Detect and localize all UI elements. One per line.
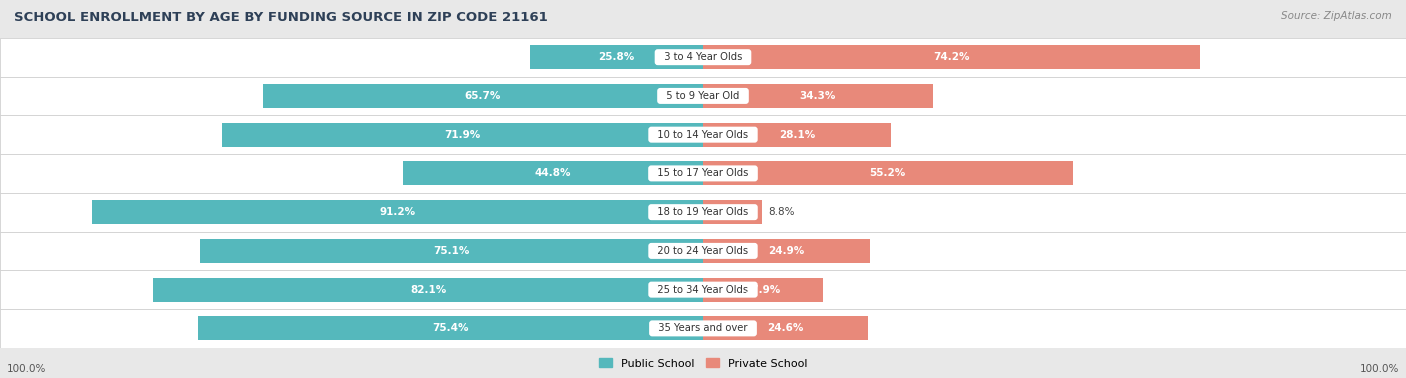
Bar <box>0 77 1406 115</box>
Bar <box>703 122 891 147</box>
Text: 74.2%: 74.2% <box>934 52 970 62</box>
Text: 28.1%: 28.1% <box>779 130 815 139</box>
Text: 3 to 4 Year Olds: 3 to 4 Year Olds <box>658 52 748 62</box>
Text: 75.1%: 75.1% <box>433 246 470 256</box>
Text: 24.9%: 24.9% <box>768 246 804 256</box>
Text: Source: ZipAtlas.com: Source: ZipAtlas.com <box>1281 11 1392 21</box>
Text: 71.9%: 71.9% <box>444 130 481 139</box>
Text: 5 to 9 Year Old: 5 to 9 Year Old <box>661 91 745 101</box>
Text: 25 to 34 Year Olds: 25 to 34 Year Olds <box>651 285 755 294</box>
Legend: Public School, Private School: Public School, Private School <box>599 358 807 369</box>
Bar <box>222 122 703 147</box>
Text: 24.6%: 24.6% <box>768 324 804 333</box>
Bar <box>404 161 703 186</box>
Text: 15 to 17 Year Olds: 15 to 17 Year Olds <box>651 169 755 178</box>
Bar <box>93 200 703 224</box>
Text: 10 to 14 Year Olds: 10 to 14 Year Olds <box>651 130 755 139</box>
Text: 75.4%: 75.4% <box>432 324 468 333</box>
Bar <box>703 45 1199 69</box>
Bar <box>263 84 703 108</box>
Bar <box>200 239 703 263</box>
Bar <box>0 38 1406 77</box>
Text: 34.3%: 34.3% <box>800 91 837 101</box>
Bar <box>0 115 1406 154</box>
Bar <box>703 316 868 341</box>
Bar <box>0 193 1406 231</box>
Bar <box>703 239 870 263</box>
Bar <box>198 316 703 341</box>
Bar <box>0 270 1406 309</box>
Bar <box>153 277 703 302</box>
Text: 100.0%: 100.0% <box>1360 364 1399 374</box>
Text: 8.8%: 8.8% <box>769 207 796 217</box>
Text: 65.7%: 65.7% <box>465 91 502 101</box>
Bar <box>703 161 1073 186</box>
Text: 91.2%: 91.2% <box>380 207 416 217</box>
Text: 20 to 24 Year Olds: 20 to 24 Year Olds <box>651 246 755 256</box>
Text: 17.9%: 17.9% <box>745 285 782 294</box>
Text: SCHOOL ENROLLMENT BY AGE BY FUNDING SOURCE IN ZIP CODE 21161: SCHOOL ENROLLMENT BY AGE BY FUNDING SOUR… <box>14 11 548 24</box>
Bar <box>530 45 703 69</box>
Bar <box>703 277 823 302</box>
Bar <box>0 231 1406 270</box>
Bar <box>703 84 932 108</box>
Text: 35 Years and over: 35 Years and over <box>652 324 754 333</box>
Text: 82.1%: 82.1% <box>411 285 446 294</box>
Text: 18 to 19 Year Olds: 18 to 19 Year Olds <box>651 207 755 217</box>
Text: 44.8%: 44.8% <box>534 169 571 178</box>
Text: 55.2%: 55.2% <box>870 169 905 178</box>
Bar <box>0 309 1406 348</box>
Text: 100.0%: 100.0% <box>7 364 46 374</box>
Bar <box>703 200 762 224</box>
Text: 25.8%: 25.8% <box>599 52 634 62</box>
Bar <box>0 154 1406 193</box>
